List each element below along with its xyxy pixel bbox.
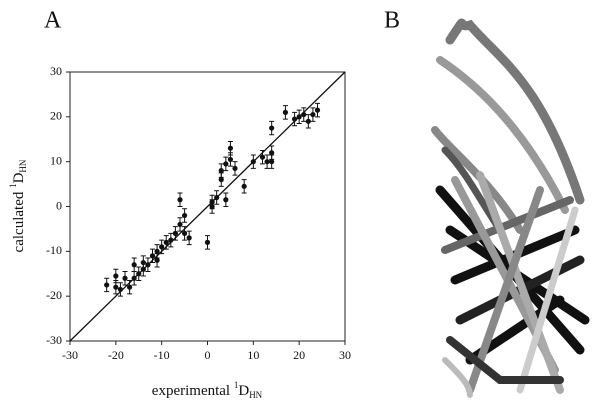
data-point — [269, 125, 275, 131]
y-tick-label: -20 — [46, 288, 62, 302]
x-tick-label: -20 — [108, 348, 124, 362]
data-point — [305, 118, 311, 124]
data-point — [181, 230, 188, 236]
data-point — [282, 109, 289, 115]
data-point — [168, 237, 174, 243]
data-point — [214, 194, 220, 201]
protein-structure — [431, 18, 590, 398]
data-point — [154, 248, 160, 254]
data-point — [223, 197, 229, 203]
data-point — [227, 145, 234, 151]
data-point — [172, 230, 179, 236]
data-point — [136, 271, 142, 277]
data-point — [218, 177, 224, 183]
y-tick-label: 0 — [56, 198, 62, 212]
y-tick-label: -30 — [46, 333, 62, 347]
x-tick-label: 30 — [339, 348, 351, 362]
data-point — [181, 212, 188, 219]
data-point — [177, 221, 183, 228]
y-tick-label: 30 — [50, 64, 62, 78]
data-point — [227, 156, 234, 163]
data-point — [104, 282, 110, 288]
panel-label: A — [44, 8, 62, 34]
data-point — [177, 197, 183, 203]
x-tick-label: 20 — [293, 348, 305, 362]
panel-label: B — [384, 8, 400, 34]
data-point — [113, 273, 119, 279]
data-point — [117, 286, 124, 293]
x-axis-label: experimental 1DHN — [152, 380, 263, 400]
data-point — [209, 199, 215, 205]
data-point — [232, 165, 238, 171]
y-axis-label: calculated 1DHN — [8, 159, 28, 252]
data-point — [291, 116, 298, 122]
x-tick-label: -30 — [62, 348, 78, 362]
data-point — [145, 262, 151, 268]
data-point — [122, 275, 128, 281]
data-point — [218, 168, 224, 174]
data-point — [154, 257, 160, 263]
data-point — [259, 154, 266, 160]
data-point — [113, 284, 119, 290]
data-point — [264, 159, 270, 165]
data-point — [301, 111, 307, 118]
data-point — [250, 159, 256, 165]
data-point — [186, 235, 192, 241]
x-tick-label: 0 — [205, 348, 211, 362]
data-point — [131, 275, 137, 281]
data-point — [140, 259, 146, 266]
data-point — [241, 183, 247, 189]
data-point — [126, 284, 133, 290]
data-point — [223, 161, 229, 167]
x-tick-label: -10 — [154, 348, 170, 362]
data-point — [204, 239, 211, 245]
y-tick-label: -10 — [46, 243, 62, 257]
data-point — [314, 107, 321, 113]
data-point — [149, 253, 156, 259]
data-point — [310, 111, 316, 118]
data-point — [159, 244, 165, 250]
data-point — [269, 150, 275, 156]
x-tick-label: 10 — [247, 348, 259, 362]
data-point — [163, 239, 169, 245]
data-point — [296, 114, 302, 120]
y-tick-label: 10 — [50, 153, 62, 167]
data-point — [269, 159, 275, 165]
y-tick-label: 20 — [50, 109, 62, 123]
data-point — [131, 262, 137, 268]
